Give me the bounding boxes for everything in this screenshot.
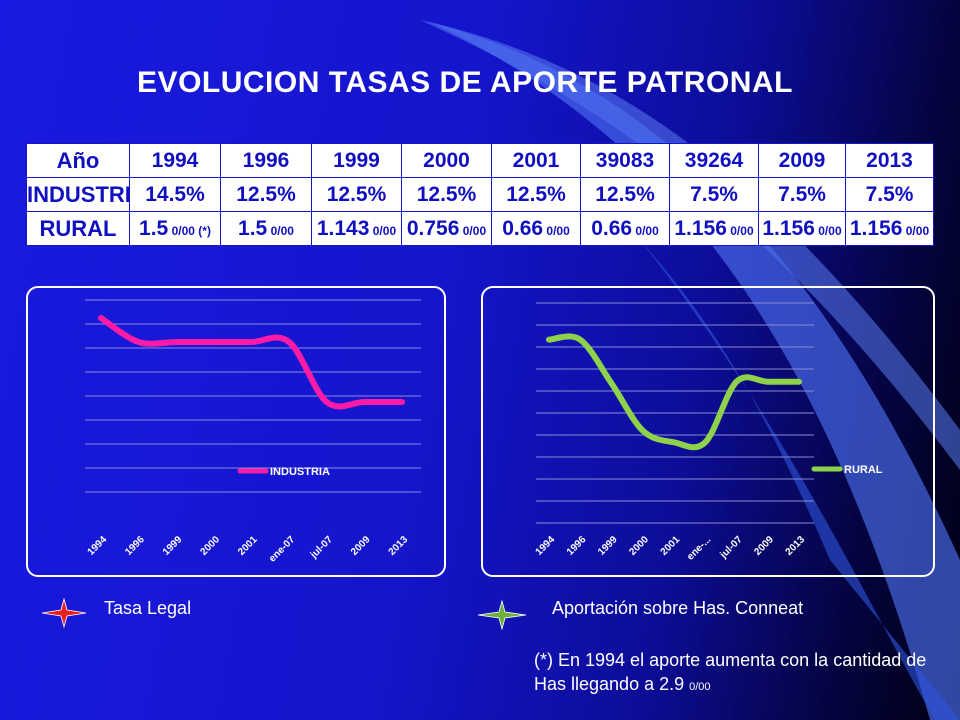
table-cell: 1.143 0/00 — [311, 211, 402, 246]
x-tick-label: 1999 — [596, 534, 620, 558]
table-cell: 0.756 0/00 — [401, 211, 492, 246]
row-label-industria: INDUSTRIA — [26, 177, 130, 212]
legend-tasa-legal: Tasa Legal — [104, 598, 192, 618]
legend-aportacion: Aportación sobre Has. Conneat — [552, 598, 804, 618]
rural-unit: 0/00 — [726, 223, 754, 238]
table-cell: 1.156 0/00 — [845, 211, 934, 246]
chart-industria: 1994 1996 1999 2000 2001 ene-07 jul-07 2009 2013… — [85, 299, 421, 565]
table-header-cell: 39264 — [669, 143, 759, 178]
x-tick-label: jul-07 — [718, 534, 745, 561]
table-cell: 12.5% — [491, 177, 581, 212]
rural-value: 0.756 — [406, 216, 460, 240]
x-tick-label: 2009 — [752, 534, 776, 558]
rural-value: 1.5 — [139, 216, 169, 240]
x-tick-label: 2001 — [236, 534, 260, 558]
table-row-industria: INDUSTRIA14.5%12.5%12.5%12.5%12.5%12.5%7… — [26, 177, 934, 212]
table-header-cell: 1994 — [129, 143, 221, 178]
rural-unit: 0/00 — [902, 223, 930, 238]
series-line-rural — [546, 333, 802, 451]
table-header-cell: 2009 — [758, 143, 846, 178]
rural-value: 0.66 — [502, 216, 544, 240]
x-tick-label: 2001 — [659, 534, 683, 558]
x-tick-label: 1999 — [161, 534, 185, 558]
table-row-rural: RURAL 1.5 0/00 (*) 1.5 0/00 1.143 0/00 0.756… — [26, 211, 934, 246]
x-tick-label: ene-07 — [267, 534, 297, 564]
page-title: EVOLUCION TASAS DE APORTE PATRONAL — [137, 66, 793, 99]
table-header-cell: 2000 — [401, 143, 492, 178]
rural-unit: 0/00 (*) — [168, 223, 211, 238]
table-header-cell: 1996 — [220, 143, 312, 178]
x-tick-label: 2000 — [198, 534, 222, 558]
rural-unit: 0/00 — [459, 223, 487, 238]
row-label-rural: RURAL — [26, 211, 130, 246]
table-cell: 1.156 0/00 — [669, 211, 759, 246]
rural-unit: 0/00 — [543, 223, 570, 238]
table-header-cell: 2013 — [845, 143, 934, 178]
footnote-unit: 0/00 — [689, 681, 711, 693]
table-cell: 12.5% — [401, 177, 492, 212]
chart-rural: 1994 1996 1999 2000 2001 ene-... jul-07 2009 201… — [534, 302, 883, 563]
table-header-cell: 39083 — [580, 143, 670, 178]
x-tick-label: jul-07 — [308, 534, 335, 561]
series-line-industria — [98, 315, 405, 410]
table-cell: 12.5% — [311, 177, 402, 212]
x-tick-label: 2000 — [627, 534, 651, 558]
green-star-icon — [477, 599, 527, 631]
x-tick-label: 2013 — [784, 534, 808, 558]
footnote-text: (*) En 1994 el aporte aumenta con la can… — [534, 650, 927, 694]
x-tick-label: 2009 — [349, 534, 373, 558]
x-tick-label: 1994 — [86, 534, 110, 558]
rural-unit: 0/00 — [369, 223, 397, 238]
chart-panel-rural: 1994 1996 1999 2000 2001 ene-... jul-07 2009 201… — [481, 286, 935, 577]
legend-label: INDUSTRIA — [270, 466, 330, 478]
rural-unit: 0/00 — [267, 223, 294, 238]
x-tick-label: 1994 — [534, 534, 558, 558]
red-star-icon — [41, 597, 87, 629]
x-tick-label: 1996 — [123, 534, 147, 558]
rural-value: 1.156 — [674, 216, 727, 240]
table-header-label: Año — [26, 143, 130, 178]
table-cell: 14.5% — [129, 177, 221, 212]
x-tick-label: 2013 — [387, 534, 411, 558]
rural-value: 1.143 — [316, 216, 370, 240]
table-cell: 12.5% — [220, 177, 312, 212]
rural-value: 1.5 — [238, 216, 268, 240]
table-cell: 7.5% — [669, 177, 759, 212]
table-cell: 7.5% — [845, 177, 934, 212]
table-cell: 1.156 0/00 — [758, 211, 846, 246]
x-tick-label: ene-... — [685, 534, 713, 562]
table-cell: 0.66 0/00 — [491, 211, 581, 246]
table-cell: 1.5 0/00 — [220, 211, 312, 246]
rural-value: 1.156 — [849, 216, 903, 240]
rural-unit: 0/00 — [632, 223, 659, 238]
table-cell: 1.5 0/00 (*) — [129, 211, 221, 246]
rural-value: 1.156 — [762, 216, 815, 240]
table-header-cell: 1999 — [311, 143, 402, 178]
legend-label: RURAL — [844, 464, 883, 476]
footnote: (*) En 1994 el aporte aumenta con la can… — [534, 648, 934, 699]
table-header-row: Año 1994 1996 1999 2000 2001 39083 39264 2009 201… — [26, 143, 934, 178]
rural-unit: 0/00 — [814, 223, 842, 238]
table-cell: 12.5% — [580, 177, 670, 212]
table-cell: 0.66 0/00 — [580, 211, 670, 246]
table-header-cell: 2001 — [491, 143, 581, 178]
chart-panel-industria: 1994 1996 1999 2000 2001 ene-07 jul-07 2009 2013… — [26, 286, 446, 577]
x-tick-label: 1996 — [565, 534, 589, 558]
rates-table: Año 1994 1996 1999 2000 2001 39083 39264 2009 201… — [26, 143, 934, 246]
table-cell: 7.5% — [758, 177, 846, 212]
rural-value: 0.66 — [591, 216, 633, 240]
